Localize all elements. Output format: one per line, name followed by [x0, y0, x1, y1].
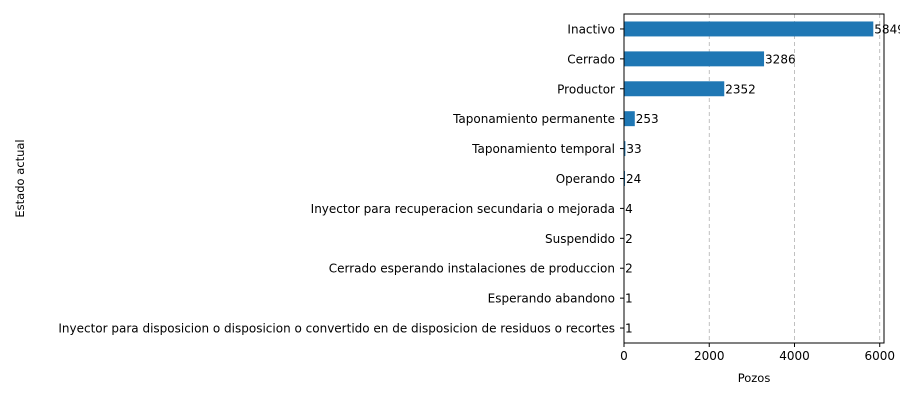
- bars: [624, 21, 874, 336]
- y-tick-label: Inyector para disposicion o disposicion …: [58, 322, 615, 336]
- data-label: 33: [626, 142, 641, 156]
- data-label: 2352: [725, 82, 756, 96]
- data-label: 253: [636, 112, 659, 126]
- y-tick-label: Productor: [557, 82, 615, 96]
- y-tick-label: Cerrado: [567, 52, 615, 66]
- y-tick-label: Inactivo: [567, 22, 615, 36]
- data-label: 1: [625, 292, 633, 306]
- y-tick-label: Esperando abandono: [488, 292, 615, 306]
- grid-lines: [708, 14, 881, 343]
- x-tick-label: 4000: [779, 349, 810, 363]
- x-tick-label: 0: [620, 349, 628, 363]
- x-tick-label: 2000: [694, 349, 725, 363]
- x-axis: 0 2000 4000 6000: [620, 343, 895, 363]
- y-tick-label: Inyector para recuperacion secundaria o …: [311, 202, 615, 216]
- bar: [624, 111, 635, 127]
- y-tick-label: Operando: [556, 172, 615, 186]
- y-tick-label: Suspendido: [545, 232, 615, 246]
- bar: [624, 141, 626, 157]
- plot-frame: [623, 13, 885, 344]
- data-label: 24: [626, 172, 641, 186]
- data-label: 1: [625, 322, 633, 336]
- y-axis: Inactivo Cerrado Productor Taponamiento per…: [58, 22, 624, 336]
- bar: [624, 51, 765, 67]
- bar: [624, 171, 626, 186]
- y-tick-label: Taponamiento permanente: [452, 112, 615, 126]
- bar: [624, 21, 874, 37]
- bar: [624, 81, 725, 97]
- x-axis-title: Pozos: [738, 371, 771, 385]
- y-tick-label: Taponamiento temporal: [471, 142, 615, 156]
- data-labels: 5849 3286 2352 253 33 24 4 2 2 1 1: [625, 22, 900, 335]
- x-tick-label: 6000: [864, 349, 895, 363]
- data-label: 2: [625, 232, 633, 246]
- data-label: 4: [625, 202, 633, 216]
- data-label: 5849: [874, 22, 900, 36]
- y-axis-title: Estado actual: [13, 139, 27, 217]
- data-label: 3286: [765, 52, 796, 66]
- y-tick-label: Cerrado esperando instalaciones de produ…: [329, 262, 615, 276]
- data-label: 2: [625, 262, 633, 276]
